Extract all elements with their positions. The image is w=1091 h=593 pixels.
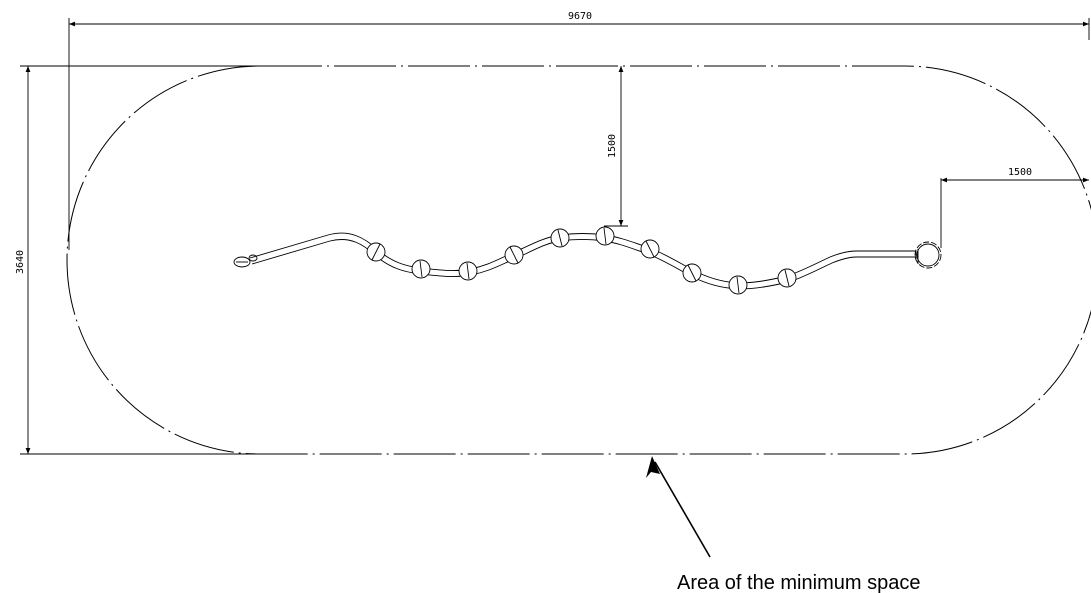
stepping-disc	[728, 275, 748, 295]
dimension-label-side-clearance: 1500	[607, 134, 618, 158]
minimum-space-boundary	[66, 65, 1091, 455]
equipment-plan-view	[233, 226, 942, 295]
stepping-disc	[682, 263, 702, 283]
stepping-disc	[550, 228, 570, 248]
beam-tube-inner	[251, 239, 916, 290]
caption-label: Area of the minimum space	[677, 572, 920, 593]
dimension-end-clearance: 1500	[940, 167, 1089, 248]
stepping-disc	[640, 239, 660, 259]
stepping-disc	[366, 242, 386, 262]
dimension-side-clearance: 1500	[604, 66, 628, 227]
stepping-disc	[595, 226, 615, 246]
dimension-label-end-clearance: 1500	[1008, 167, 1032, 178]
stepping-disc	[504, 245, 524, 265]
dimension-overall-length: 9670	[68, 11, 1090, 250]
dimension-label-overall-width: 3640	[15, 250, 26, 274]
dimension-label-overall-length: 9670	[568, 11, 592, 22]
caption-leader-arrow	[646, 456, 711, 558]
stepping-disc	[777, 268, 797, 288]
dimension-overall-width: 3640	[15, 65, 262, 455]
stepping-disc	[458, 261, 478, 281]
stepping-disc	[411, 259, 431, 279]
